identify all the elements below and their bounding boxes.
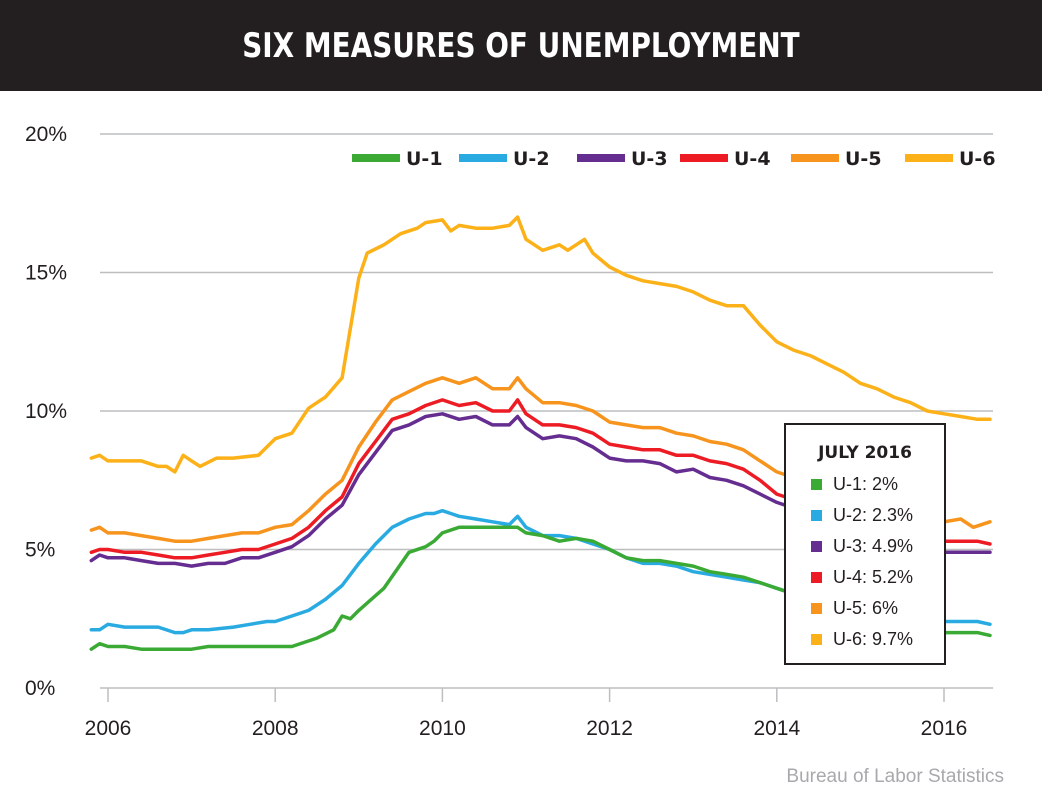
x-tick-label: 2010 bbox=[419, 717, 466, 740]
inset-entry-label: U-2: 2.3% bbox=[833, 505, 913, 525]
x-tick-label: 2016 bbox=[921, 717, 968, 740]
inset-swatch bbox=[811, 572, 822, 583]
x-axis: 2006 2008 2010 2012 2014 2016 bbox=[85, 688, 968, 740]
legend-swatch-u-1 bbox=[352, 154, 400, 162]
inset-swatch bbox=[811, 541, 822, 552]
x-tick-label: 2012 bbox=[586, 717, 633, 740]
y-tick-label: 5% bbox=[25, 539, 55, 562]
legend-swatch-u-5 bbox=[791, 154, 839, 162]
inset-entry-label: U-6: 9.7% bbox=[833, 629, 913, 649]
legend: U-1 U-2 U-3 U-4 U-5 U-6 bbox=[352, 148, 996, 170]
x-tick-label: 2008 bbox=[252, 717, 299, 740]
inset-box-title: JULY 2016 bbox=[817, 443, 912, 463]
y-tick-label: 0% bbox=[25, 677, 55, 700]
legend-label-u-4: U-4 bbox=[734, 148, 771, 170]
legend-label-u-1: U-1 bbox=[406, 148, 443, 170]
legend-label-u-5: U-5 bbox=[845, 148, 882, 170]
legend-swatch-u-3 bbox=[577, 154, 625, 162]
y-axis-ticks: 0% 5% 10% 15% 20% bbox=[25, 123, 67, 700]
source-credit: Bureau of Labor Statistics bbox=[786, 766, 1004, 787]
inset-swatch bbox=[811, 510, 822, 521]
legend-swatch-u-2 bbox=[459, 154, 507, 162]
legend-label-u-3: U-3 bbox=[631, 148, 668, 170]
legend-label-u-6: U-6 bbox=[959, 148, 996, 170]
y-tick-label: 10% bbox=[25, 400, 67, 423]
header-bar: SIX MEASURES OF UNEMPLOYMENT bbox=[0, 0, 1042, 91]
inset-entry-label: U-3: 4.9% bbox=[833, 536, 913, 556]
x-tick-label: 2014 bbox=[753, 717, 800, 740]
inset-swatch bbox=[811, 603, 822, 614]
legend-label-u-2: U-2 bbox=[513, 148, 550, 170]
inset-swatch bbox=[811, 634, 822, 645]
x-tick-label: 2006 bbox=[85, 717, 132, 740]
inset-swatch bbox=[811, 479, 822, 490]
inset-entry-label: U-5: 6% bbox=[833, 598, 898, 618]
inset-entry-label: U-1: 2% bbox=[833, 474, 898, 494]
series-line-u-6 bbox=[89, 215, 992, 474]
chart-title: SIX MEASURES OF UNEMPLOYMENT bbox=[242, 25, 800, 66]
y-tick-label: 20% bbox=[25, 123, 67, 146]
inset-entry-label: U-4: 5.2% bbox=[833, 567, 913, 587]
legend-swatch-u-4 bbox=[680, 154, 728, 162]
july-2016-box: JULY 2016 U-1: 2% U-2: 2.3% U-3: 4.9% U-4: 5… bbox=[784, 423, 946, 665]
legend-swatch-u-6 bbox=[905, 154, 953, 162]
line-chart: 0% 5% 10% 15% 20% 2006 2008 2010 2012 2014 2016 U… bbox=[25, 123, 996, 740]
y-tick-label: 15% bbox=[25, 262, 67, 285]
